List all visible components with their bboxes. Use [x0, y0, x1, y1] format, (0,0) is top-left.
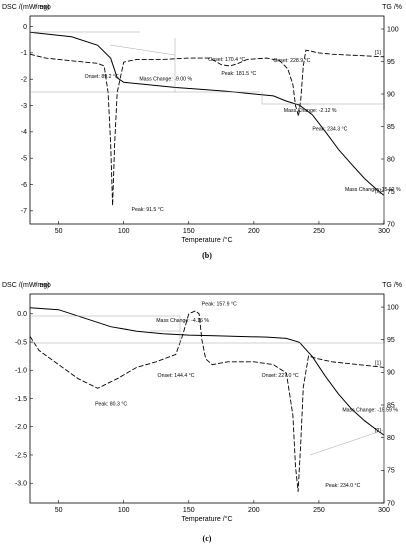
panel-b-yleft-tick-label: -2: [21, 76, 27, 83]
panel-c-x-tick-label: 300: [378, 507, 390, 514]
panel-b-curve-label-2: [2]: [375, 188, 381, 194]
panel-b-annotation: Peak: 234.3 °C: [312, 127, 347, 133]
panel-c-annotation: Peak: 234.0 °C: [325, 483, 360, 489]
panel-c-curve-label-2: [2]: [375, 428, 381, 434]
panel-b-yleft-tick-label: -4: [21, 129, 27, 136]
panel-c-yright-tick-label: 75: [387, 468, 395, 475]
panel-b-yright-tick-label: 100: [387, 26, 399, 33]
panel-b-yright-tick-label: 80: [387, 156, 395, 163]
panel-b-yleft-tick-label: -3: [21, 103, 27, 110]
panel-c-yleft-tick-label: -3.0: [15, 481, 27, 488]
panel-c-yleft-tick-label: 0.0: [17, 311, 27, 318]
panel-c-annotation: Onset: 227.0 °C: [262, 373, 299, 379]
panel-b-dsc-curve: [29, 49, 385, 206]
panel-b-annotation: Onset: 228.9 °C: [273, 58, 310, 64]
panel-b-ylabel-left: DSC /(mW/mg): [2, 4, 49, 11]
panel-c-curve-label-1: [1]: [375, 360, 381, 366]
panel-b-caption: (b): [202, 251, 212, 260]
panel-b-yright-tick-label: 75: [387, 189, 395, 196]
panel-c-yleft-tick-label: -1.0: [15, 368, 27, 375]
panel-c-annotation: Peak: 157.9 °C: [202, 301, 237, 307]
panel-b-curve-label-1: [1]: [375, 50, 381, 56]
panel-b-exo-label: ↑ exo: [34, 4, 51, 11]
panel-c-dsc-curve: [29, 310, 385, 492]
panel-b-x-tick-label: 50: [55, 228, 63, 235]
panel-b-tg-curve: [29, 31, 385, 196]
panel-c-ylabel-left: DSC /(mW/mg): [2, 282, 49, 289]
panel-b-annotation: Peak: 181.5 °C: [221, 71, 256, 77]
panel-c-caption: (c): [203, 534, 212, 543]
panel-c-yleft-tick-label: -0.5: [15, 339, 27, 346]
panel-c-yleft-tick-label: -2.0: [15, 424, 27, 431]
panel-b-annotation: Peak: 91.5 °C: [132, 207, 164, 213]
panel-b-x-tick-label: 300: [378, 228, 390, 235]
panel-c-annotation: Mass Change: -4.16 %: [156, 318, 209, 324]
panel-c-ylabel-right: TG /%: [382, 282, 402, 289]
panel-c-yright-tick-label: 90: [387, 370, 395, 377]
panel-c-x-tick-label: 250: [313, 507, 325, 514]
panel-c-tg-curve: [29, 307, 385, 436]
panel-c-yright-tick-label: 100: [387, 304, 399, 311]
panel-c-x-tick-label: 100: [118, 507, 130, 514]
panel-b-x-tick-label: 100: [118, 228, 130, 235]
annotation-guide: [309, 429, 385, 456]
panel-c-xlabel: Temperature /°C: [181, 515, 232, 523]
panel-c-x-tick-label: 200: [248, 507, 260, 514]
panel-c-yright-tick-label: 80: [387, 435, 395, 442]
panel-c-x-tick-label: 150: [183, 507, 195, 514]
panel-b-annotation: Mass Change: -2.12 %: [284, 108, 337, 114]
panel-b-annotation: Onset: 170.4 °C: [208, 57, 245, 63]
panel-b-ylabel-right: TG /%: [382, 4, 402, 11]
panel-b-x-tick-label: 250: [313, 228, 325, 235]
panel-b-yright-tick-label: 95: [387, 59, 395, 66]
panel-c-yleft-tick-label: -1.5: [15, 396, 27, 403]
panel-b-annotation: Mass Change: -15.92 %: [345, 187, 401, 193]
panel-b-yright-tick-label: 70: [387, 221, 395, 228]
panel-c-annotation: Mass Change: -15.59 %: [342, 407, 398, 413]
panel-c-yright-tick-label: 70: [387, 500, 395, 507]
panel-b-yleft-tick-label: -6: [21, 182, 27, 189]
panel-c-annotation: Onset: 144.4 °C: [158, 373, 195, 379]
panel-b-yright-tick-label: 85: [387, 124, 395, 131]
panel-b-xlabel: Temperature /°C: [181, 236, 232, 244]
panel-c-yleft-tick-label: -2.5: [15, 452, 27, 459]
panel-b-yleft-tick-label: -5: [21, 155, 27, 162]
panel-b-x-tick-label: 200: [248, 228, 260, 235]
panel-c-yright-tick-label: 95: [387, 337, 395, 344]
panel-b-yleft-tick-label: 0: [23, 24, 27, 31]
annotation-guide: [109, 44, 176, 56]
panel-c-annotation: Peak: 80.3 °C: [95, 401, 127, 407]
panel-b-yleft-tick-label: -1: [21, 50, 27, 57]
panel-b-plot-frame: [29, 15, 385, 225]
panel-b-yright-tick-label: 90: [387, 91, 395, 98]
panel-b-annotation: Onset: 89.2 °C: [85, 74, 119, 80]
panel-c-x-tick-label: 50: [55, 507, 63, 514]
panel-c-yright-tick-label: 85: [387, 402, 395, 409]
panel-b-yleft-tick-label: -7: [21, 208, 27, 215]
panel-b-x-tick-label: 150: [183, 228, 195, 235]
panel-c-exo-label: ↑ exo: [34, 282, 51, 289]
panel-c-plot-frame: [29, 293, 385, 504]
panel-b-annotation: Mass Change: -9.00 %: [139, 77, 192, 83]
